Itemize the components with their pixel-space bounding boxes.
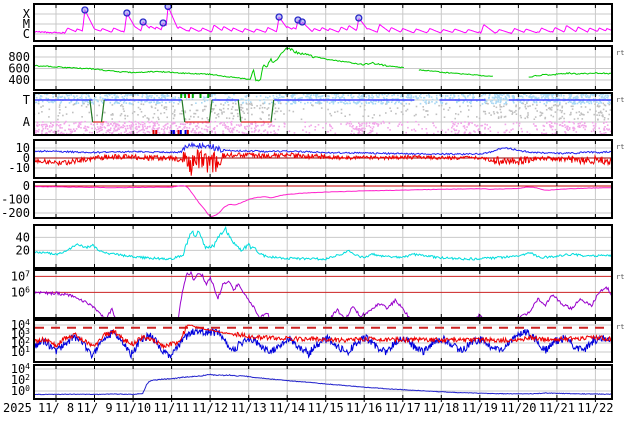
x-tick-label: 11/10 xyxy=(115,401,151,415)
series-flux-red xyxy=(35,324,611,350)
y-tick-label: -100 xyxy=(1,193,30,207)
x-tick-label: 11/15 xyxy=(308,401,344,415)
x-tick-label: 11/19 xyxy=(462,401,498,415)
y-tick-label: T xyxy=(23,93,30,107)
series-protons xyxy=(35,373,611,396)
x-tick-label: 11/22 xyxy=(577,401,613,415)
y-tick-label: -200 xyxy=(1,206,30,220)
y-tick-label: C xyxy=(23,27,30,41)
x-axis-year-label: 2025 xyxy=(3,401,32,415)
x-tick-label: 11/12 xyxy=(192,401,228,415)
flare-marker xyxy=(81,6,89,14)
x-tick-label: 11/11 xyxy=(154,401,190,415)
x-tick-label: 11/21 xyxy=(539,401,575,415)
panel-xray-flux: XMC xyxy=(23,3,613,42)
flare-marker xyxy=(298,18,306,26)
flare-marker xyxy=(139,18,147,26)
rt-source-label: rt xyxy=(616,49,624,57)
flare-marker xyxy=(123,9,131,17)
x-tick-label: 11/14 xyxy=(269,401,305,415)
flare-marker xyxy=(159,19,167,27)
y-tick-label: -10 xyxy=(8,161,30,175)
x-tick-label: 11/13 xyxy=(231,401,267,415)
x-tick-label: 11/17 xyxy=(385,401,421,415)
y-tick-label: 600 xyxy=(8,62,30,76)
y-tick-label: 800 xyxy=(8,50,30,64)
y-tick-label: X xyxy=(23,7,31,21)
rt-source-label: rt xyxy=(616,323,624,331)
flare-marker xyxy=(275,13,283,21)
series-dst xyxy=(35,185,611,217)
series-goes-xray xyxy=(35,7,611,35)
y-tick-label: 40 xyxy=(16,230,30,244)
y-tick-label: 0 xyxy=(23,179,30,193)
y-tick-label: 20 xyxy=(16,243,30,257)
series-density xyxy=(35,226,611,261)
x-tick-label: 11/ 8 xyxy=(38,401,74,415)
y-tick-label: 0 xyxy=(23,151,30,165)
y-tick-label: 10 xyxy=(16,141,30,155)
flare-marker xyxy=(355,14,363,22)
x-tick-label: 11/20 xyxy=(500,401,536,415)
y-tick-label: A xyxy=(23,115,31,129)
series-bz-component xyxy=(35,148,611,176)
rt-source-label: rt xyxy=(616,273,624,281)
panel-dst-index: 0-100-200 xyxy=(1,179,613,220)
x-tick-label: 11/18 xyxy=(423,401,459,415)
rt-source-label: rt xyxy=(616,96,624,104)
series-wind-speed xyxy=(35,47,611,82)
series-bt-total-field xyxy=(35,141,611,156)
x-tick-label: 11/16 xyxy=(346,401,382,415)
y-tick-label: 400 xyxy=(8,73,30,87)
panel-imf-bz: 100-10 rt xyxy=(8,139,624,179)
x-tick-label: 11/ 9 xyxy=(76,401,112,415)
x-axis-labels: 11/ 8 11/ 9 11/10 11/11 11/12 11/13 11/14 11/15… xyxy=(38,401,614,415)
y-tick-label: M xyxy=(23,17,30,31)
rt-source-label: rt xyxy=(616,143,624,151)
